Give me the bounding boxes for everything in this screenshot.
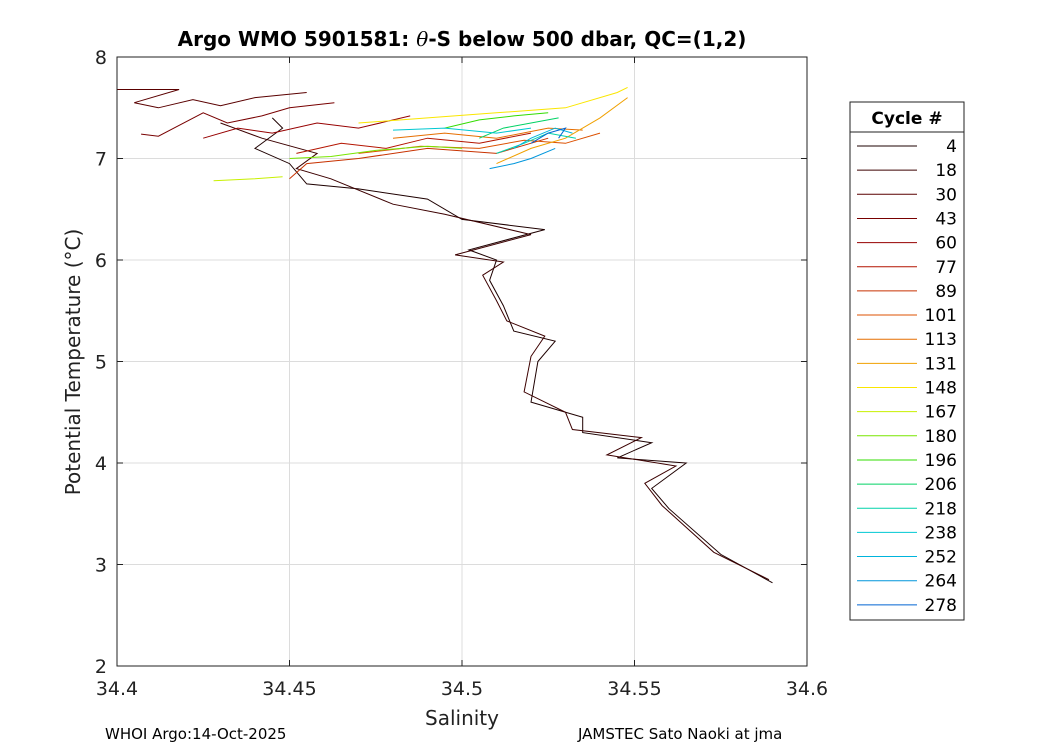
axis-ticks: 34.4 34.45 34.5 34.55 34.6 2 3 4 5 6 7 8 bbox=[95, 47, 828, 700]
x-tick-label: 34.45 bbox=[262, 678, 316, 700]
grid bbox=[117, 57, 807, 666]
credit-right: JAMSTEC Sato Naoki at jma bbox=[578, 725, 783, 743]
legend-label-cycle-264: 264 bbox=[925, 572, 957, 592]
series-line-cycle-264 bbox=[489, 147, 556, 170]
series-line-cycle-131 bbox=[496, 97, 628, 165]
chart-title-suffix: -S below 500 dbar, QC=(1,2) bbox=[428, 27, 746, 51]
legend-label-cycle-131: 131 bbox=[925, 354, 957, 374]
y-tick-label: 8 bbox=[95, 47, 107, 69]
legend-label-cycle-30: 30 bbox=[935, 185, 957, 205]
y-tick-label: 7 bbox=[95, 149, 107, 171]
legend-label-cycle-113: 113 bbox=[925, 330, 957, 350]
legend-label-cycle-252: 252 bbox=[925, 548, 957, 568]
series-line-cycle-180 bbox=[289, 145, 463, 159]
series-line-cycle-218 bbox=[496, 132, 576, 154]
legend-box bbox=[849, 101, 965, 621]
legend-label-cycle-238: 238 bbox=[925, 523, 957, 543]
legend-label-cycle-4: 4 bbox=[946, 137, 957, 157]
legend-label-cycle-77: 77 bbox=[935, 258, 957, 278]
legend: Cycle # 4 18 30 43 60 77 89 101 113 131 148 167 180 1… bbox=[849, 101, 965, 621]
data-lines bbox=[117, 86, 773, 584]
legend-label-cycle-206: 206 bbox=[925, 475, 957, 495]
x-tick-label: 34.6 bbox=[786, 678, 828, 700]
legend-label-cycle-101: 101 bbox=[925, 306, 957, 326]
legend-title: Cycle # bbox=[871, 109, 942, 129]
legend-label-cycle-278: 278 bbox=[925, 596, 957, 616]
y-axis-label: Potential Temperature (°C) bbox=[61, 229, 85, 496]
legend-label-cycle-218: 218 bbox=[925, 499, 957, 519]
credit-left: WHOI Argo:14-Oct-2025 bbox=[105, 725, 287, 743]
legend-label-cycle-60: 60 bbox=[935, 234, 957, 254]
series-line-cycle-196 bbox=[444, 112, 549, 129]
series-line-cycle-148 bbox=[358, 86, 628, 124]
series-line-cycle-167 bbox=[213, 176, 283, 182]
chart-title-prefix: Argo WMO 5901581: bbox=[178, 27, 417, 51]
series-line-cycle-77 bbox=[296, 132, 532, 154]
x-tick-label: 34.55 bbox=[607, 678, 661, 700]
series-line-cycle-18 bbox=[220, 122, 770, 581]
y-tick-label: 2 bbox=[95, 656, 107, 678]
y-tick-label: 3 bbox=[95, 555, 107, 577]
legend-label-cycle-167: 167 bbox=[925, 403, 957, 423]
series-line-cycle-43 bbox=[141, 102, 335, 137]
series-line-cycle-30 bbox=[117, 89, 307, 109]
series-line-cycle-238 bbox=[392, 127, 532, 134]
series-line-cycle-278 bbox=[530, 127, 567, 144]
series-line-cycle-60 bbox=[203, 115, 411, 139]
x-axis-label: Salinity bbox=[425, 706, 499, 730]
legend-label-cycle-180: 180 bbox=[925, 427, 957, 447]
series-line-cycle-89 bbox=[289, 137, 549, 180]
chart-title-theta: θ bbox=[416, 27, 428, 51]
y-tick-label: 6 bbox=[95, 250, 107, 272]
legend-label-cycle-196: 196 bbox=[925, 451, 957, 471]
x-tick-label: 34.5 bbox=[441, 678, 483, 700]
legend-label-cycle-43: 43 bbox=[935, 209, 957, 229]
legend-label-cycle-148: 148 bbox=[925, 379, 957, 399]
x-tick-label: 34.4 bbox=[96, 678, 138, 700]
series-line-cycle-113 bbox=[392, 127, 583, 139]
legend-label-cycle-18: 18 bbox=[935, 161, 957, 181]
y-tick-label: 4 bbox=[95, 453, 107, 475]
legend-label-cycle-89: 89 bbox=[935, 282, 957, 302]
series-line-cycle-206 bbox=[479, 117, 559, 139]
chart-title: Argo WMO 5901581: θ-S below 500 dbar, QC… bbox=[178, 27, 747, 51]
series-line-cycle-4 bbox=[254, 117, 773, 584]
y-tick-label: 5 bbox=[95, 352, 107, 374]
